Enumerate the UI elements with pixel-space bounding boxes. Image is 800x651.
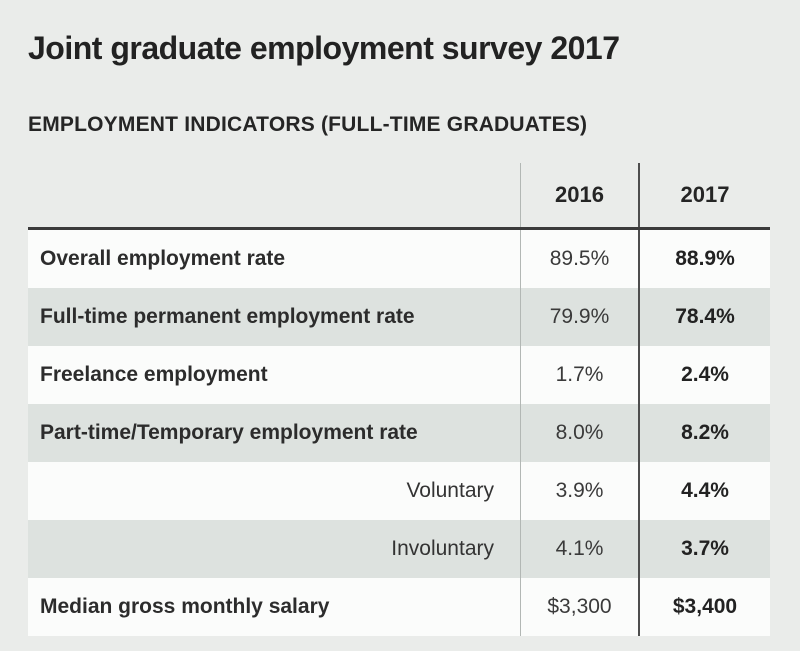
header-spacer [28, 163, 520, 227]
table-row: Involuntary 4.1% 3.7% [28, 520, 770, 578]
value-2016: 8.0% [520, 404, 638, 462]
value-2017: 4.4% [638, 462, 770, 520]
row-label: Full-time permanent employment rate [40, 305, 415, 328]
value-2017: 8.2% [638, 404, 770, 462]
value-2017: 78.4% [638, 288, 770, 346]
value-2017: $3,400 [638, 578, 770, 636]
value-2016: 79.9% [520, 288, 638, 346]
employment-indicators-table: 2016 2017 Overall employment rate 89.5% … [28, 163, 770, 636]
row-label: Involuntary [391, 537, 494, 560]
table-row: Overall employment rate 89.5% 88.9% [28, 230, 770, 288]
table-row: Full-time permanent employment rate 79.9… [28, 288, 770, 346]
value-2017: 88.9% [638, 230, 770, 288]
column-header-2017: 2017 [638, 163, 770, 227]
section-subtitle: EMPLOYMENT INDICATORS (FULL-TIME GRADUAT… [28, 113, 588, 136]
row-label: Part-time/Temporary employment rate [40, 421, 418, 444]
page-title: Joint graduate employment survey 2017 [28, 30, 620, 66]
table-row: Part-time/Temporary employment rate 8.0%… [28, 404, 770, 462]
value-2017: 3.7% [638, 520, 770, 578]
value-2016: $3,300 [520, 578, 638, 636]
column-header-2016: 2016 [520, 163, 638, 227]
value-2016: 89.5% [520, 230, 638, 288]
row-label: Freelance employment [40, 363, 268, 386]
row-label: Voluntary [406, 479, 494, 502]
table-header-row: 2016 2017 [28, 163, 770, 230]
table-row: Voluntary 3.9% 4.4% [28, 462, 770, 520]
table-row: Freelance employment 1.7% 2.4% [28, 346, 770, 404]
value-2016: 1.7% [520, 346, 638, 404]
value-2016: 4.1% [520, 520, 638, 578]
row-label: Median gross monthly salary [40, 595, 330, 618]
value-2016: 3.9% [520, 462, 638, 520]
row-label: Overall employment rate [40, 247, 286, 270]
value-2017: 2.4% [638, 346, 770, 404]
table-row: Median gross monthly salary $3,300 $3,40… [28, 578, 770, 636]
